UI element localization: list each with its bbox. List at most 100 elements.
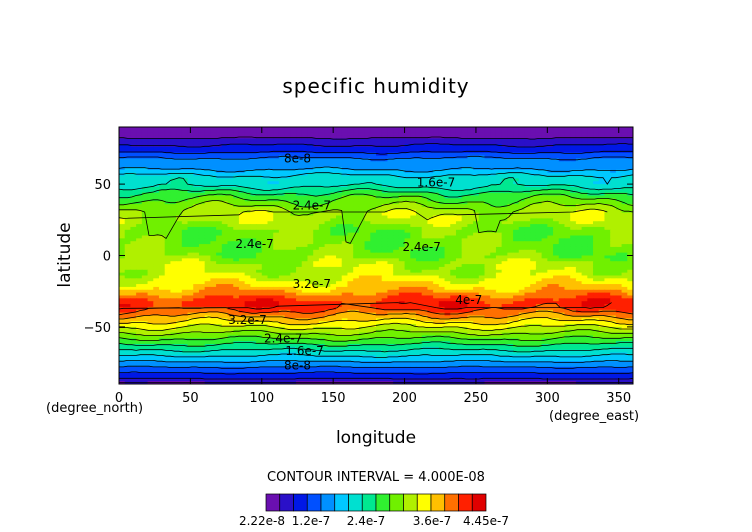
field-cell: [615, 235, 623, 239]
field-cell: [284, 152, 291, 157]
field-cell: [587, 269, 594, 274]
field-cell: [484, 206, 491, 211]
field-cell: [581, 249, 588, 254]
field-cell: [273, 169, 280, 174]
field-cell: [558, 224, 566, 228]
field-cell: [336, 221, 343, 225]
field-cell: [261, 186, 269, 191]
field-cell: [130, 266, 137, 271]
field-cell: [438, 224, 446, 228]
field-cell: [404, 229, 411, 234]
field-cell: [119, 158, 126, 162]
field-cell: [358, 132, 366, 137]
field-cell: [507, 206, 514, 211]
field-cell: [273, 232, 280, 237]
field-cell: [370, 232, 377, 237]
field-cell: [261, 281, 269, 285]
field-cell: [324, 146, 331, 151]
field-cell: [398, 169, 406, 174]
field-cell: [530, 264, 537, 268]
field-cell: [518, 195, 526, 199]
field-cell: [381, 178, 389, 182]
field-cell: [575, 149, 583, 154]
field-cell: [238, 164, 246, 168]
field-cell: [615, 278, 623, 282]
field-cell: [193, 198, 200, 202]
field-cell: [547, 178, 554, 182]
field-cell: [124, 212, 132, 217]
field-cell: [553, 238, 560, 242]
field-cell: [267, 138, 274, 142]
field-cell: [415, 166, 423, 171]
field-cell: [124, 226, 132, 231]
field-cell: [433, 229, 440, 234]
field-cell: [490, 269, 497, 274]
field-cell: [478, 241, 486, 245]
field-cell: [438, 261, 446, 265]
field-cell: [427, 252, 434, 257]
field-cell: [518, 135, 526, 140]
field-cell: [176, 141, 183, 145]
field-cell: [433, 275, 440, 279]
field-cell: [170, 252, 177, 257]
field-cell: [524, 241, 531, 245]
field-cell: [513, 281, 520, 285]
field-cell: [136, 284, 143, 288]
field-cell: [575, 175, 583, 179]
field-cell: [490, 244, 497, 248]
field-cell: [535, 238, 543, 242]
field-cell: [313, 184, 320, 188]
field-cell: [330, 246, 337, 251]
field-cell: [318, 255, 326, 259]
field-cell: [398, 129, 406, 134]
field-cell: [530, 175, 537, 179]
field-cell: [244, 146, 251, 151]
field-cell: [370, 218, 377, 222]
field-cell: [244, 226, 251, 231]
field-cell: [324, 209, 331, 214]
field-cell: [256, 278, 263, 282]
field-cell: [170, 195, 177, 199]
field-cell: [484, 138, 491, 142]
field-cell: [404, 238, 411, 242]
field-cell: [473, 226, 480, 231]
field-cell: [124, 255, 132, 259]
field-cell: [495, 281, 503, 285]
field-cell: [147, 218, 154, 222]
field-cell: [593, 161, 600, 165]
field-cell: [421, 184, 428, 188]
field-cell: [284, 195, 291, 199]
field-cell: [210, 209, 217, 214]
field-cell: [278, 226, 286, 231]
field-cell: [358, 281, 366, 285]
field-cell: [278, 184, 286, 188]
field-cell: [261, 252, 269, 257]
field-cell: [587, 144, 594, 148]
field-cell: [318, 272, 326, 277]
field-cell: [427, 184, 434, 188]
field-cell: [558, 269, 566, 274]
field-cell: [461, 178, 468, 182]
field-cell: [438, 149, 446, 154]
field-cell: [233, 275, 240, 279]
field-cell: [621, 275, 628, 279]
field-cell: [455, 158, 463, 162]
field-cell: [513, 238, 520, 242]
field-cell: [593, 272, 600, 277]
field-cell: [438, 215, 446, 219]
field-cell: [170, 235, 177, 239]
field-cell: [587, 246, 594, 251]
field-cell: [136, 127, 143, 131]
field-cell: [336, 206, 343, 211]
field-cell: [364, 238, 371, 242]
field-cell: [147, 175, 154, 179]
field-cell: [404, 204, 411, 208]
field-cell: [518, 264, 526, 268]
field-cell: [587, 255, 594, 259]
field-cell: [187, 146, 194, 151]
field-cell: [124, 258, 132, 262]
field-cell: [296, 255, 303, 259]
field-cell: [575, 264, 583, 268]
field-cell: [273, 184, 280, 188]
field-cell: [181, 232, 189, 237]
